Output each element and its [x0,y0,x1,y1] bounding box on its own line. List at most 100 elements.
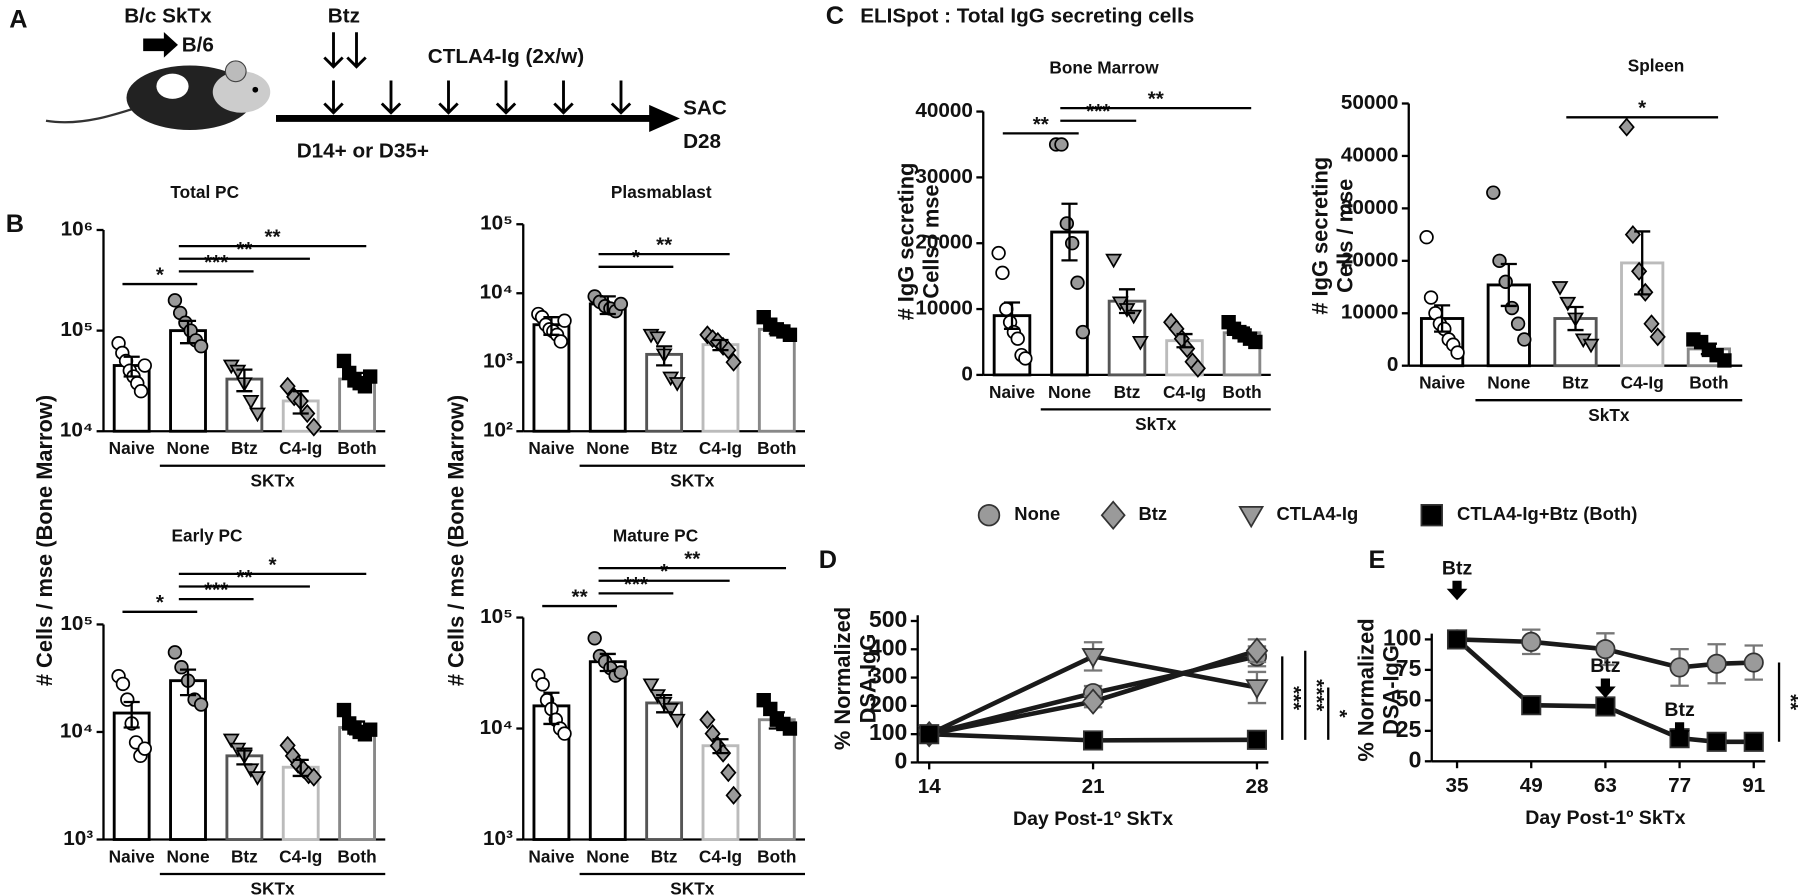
data-point [1582,338,1600,354]
y-tick-label: 25 [1396,716,1422,742]
y-axis-label-line: DSA-IgG [1378,645,1403,735]
significance-label: ** [656,234,673,257]
group-label: SKTx [251,879,296,896]
panel-title: ELISpot : Total IgG secreting cells [860,5,1194,28]
end-label: SAC [683,97,727,120]
panel-label: D [819,546,837,574]
panel-label: E [1369,546,1386,574]
significance-label: **** [1305,679,1328,712]
bar [112,711,151,841]
x-tick-label: None [166,438,209,458]
data-point [249,771,266,786]
bar [225,754,264,841]
x-tick-label: Btz [1562,373,1589,393]
legend-label: CTLA4-Ig [1277,503,1359,524]
y-tick-label: 10⁴ [480,281,513,304]
data-point [1706,731,1727,752]
error-bar [123,700,140,729]
data-point [1423,290,1439,305]
legend-marker [1100,500,1126,530]
y-axis-label-line: % Normalized [1353,618,1378,761]
panel-label: C [826,2,844,30]
data-point [1018,351,1033,366]
data-point [305,417,322,437]
data-point [229,364,247,380]
data-point [535,677,550,692]
data-point [305,767,322,787]
start-label: D14+ or D35+ [297,139,429,162]
chart-title: Bone Marrow [1049,58,1159,78]
data-point [782,327,798,342]
data-point [613,296,629,312]
y-tick-label: 100 [869,719,907,745]
error-bar [179,319,197,345]
error-bar [599,652,616,673]
error-bar [599,295,616,316]
data-point [133,384,149,399]
data-point [1743,652,1764,673]
y-tick-label: 40000 [1341,143,1399,166]
timeline [143,32,680,132]
data-point [1081,688,1105,715]
error-bar [712,738,729,755]
data-point [1637,282,1654,302]
data-point [193,697,209,712]
significance-label: * [660,560,669,583]
significance-label: ** [264,226,281,249]
annotation-arrow [1669,722,1690,742]
x-tick-label: Naive [528,846,574,866]
y-axis-label: % NormalizedDSA-IgG [1353,618,1403,761]
x-tick-label: None [1048,382,1091,402]
group-label: SKTx [251,470,296,490]
x-tick-label: Both [1689,373,1728,393]
data-point [1492,253,1507,269]
significance-label: * [156,263,165,286]
donor-label: B/c SkTx [124,5,212,28]
y-tick-label: 10⁵ [480,212,513,235]
y-axis-label: # IgG secretingCells / mse [893,163,943,321]
data-point [1624,225,1641,245]
data-point [1131,336,1149,351]
error-bar [1061,202,1078,262]
data-point [1743,731,1764,752]
y-tick-label: 10⁵ [60,612,93,635]
data-point [999,301,1014,317]
x-tick-label: 14 [918,775,942,798]
bar [1620,261,1665,368]
data-point [782,721,798,736]
significance-label: * [1638,97,1647,120]
error-bar [1700,342,1717,356]
y-tick-label: 0 [1409,746,1422,772]
y-tick-label: 10³ [483,350,513,373]
x-tick-label: None [586,846,629,866]
y-axis-label-line: Cells / mse [1332,179,1357,293]
y-tick-label: 100 [1383,624,1421,650]
x-tick-label: None [1487,373,1530,393]
x-tick-label: None [166,846,209,866]
data-point [1419,230,1434,245]
y-tick-label: 50000 [1341,91,1399,114]
x-tick-label: C4-Ig [279,846,322,866]
y-tick-label: 300 [869,663,907,689]
data-point [1059,216,1075,231]
data-point [720,763,737,783]
legend-label: Btz [1139,503,1168,524]
data-point [1010,331,1025,346]
data-point [1706,653,1727,674]
error-bar [768,324,785,335]
panel-label: A [9,5,27,33]
y-axis-label-line: Cells / mse [918,184,943,298]
data-point [167,293,183,308]
data-point [649,331,667,346]
data-point [587,631,602,646]
annotation: Btz [1664,699,1695,721]
y-tick-label: 500 [869,606,907,632]
data-point [662,703,680,718]
chart-title: Early PC [172,526,243,546]
significance-label: ** [684,548,701,571]
data-point [699,710,716,730]
y-axis-label-line: % Normalized [830,607,855,750]
data-point [362,722,378,737]
data-point [1105,253,1123,269]
